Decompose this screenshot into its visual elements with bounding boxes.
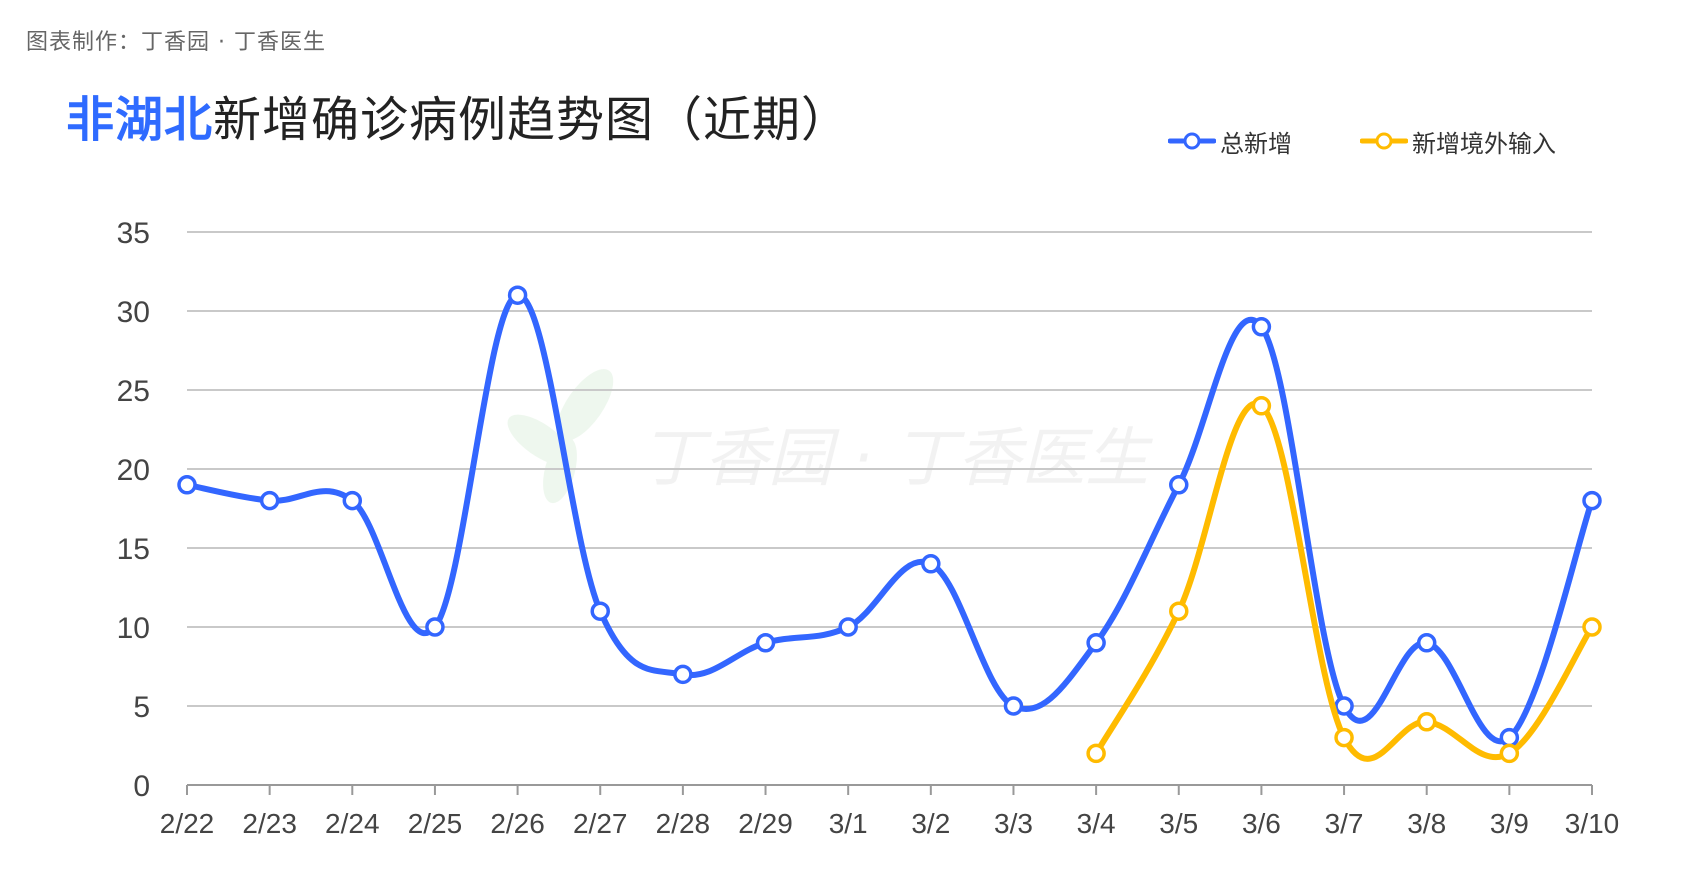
y-tick-label: 5	[133, 691, 150, 724]
x-tick-label: 2/27	[573, 808, 628, 839]
x-tick-label: 3/6	[1242, 808, 1281, 839]
watermark: 丁香园 · 丁香医生	[500, 360, 1153, 506]
y-tick-label: 0	[133, 770, 150, 803]
data-point-series-1	[1088, 635, 1104, 651]
y-tick-label: 15	[117, 533, 150, 566]
data-point-series-1	[1336, 698, 1352, 714]
data-point-series-1	[427, 619, 443, 635]
y-tick-label: 20	[117, 454, 150, 487]
watermark-text: 丁香园 · 丁香医生	[640, 422, 1153, 496]
data-point-series-2	[1419, 714, 1435, 730]
data-point-series-1	[1419, 635, 1435, 651]
x-tick-label: 3/3	[994, 808, 1033, 839]
data-point-series-1	[262, 493, 278, 509]
data-point-series-2	[1584, 619, 1600, 635]
data-point-series-1	[1005, 698, 1021, 714]
data-point-series-1	[510, 287, 526, 303]
y-tick-label: 30	[117, 296, 150, 329]
data-point-series-1	[1253, 319, 1269, 335]
x-tick-label: 3/5	[1159, 808, 1198, 839]
data-point-series-1	[840, 619, 856, 635]
y-tick-label: 10	[117, 612, 150, 645]
series-line-1	[187, 295, 1592, 741]
data-point-series-1	[923, 556, 939, 572]
data-point-series-2	[1501, 745, 1517, 761]
x-tick-label: 3/2	[911, 808, 950, 839]
x-tick-label: 3/7	[1325, 808, 1364, 839]
data-point-series-1	[1501, 730, 1517, 746]
x-tick-label: 2/23	[242, 808, 297, 839]
x-tick-label: 3/9	[1490, 808, 1529, 839]
x-tick-label: 3/4	[1077, 808, 1116, 839]
data-point-series-1	[592, 603, 608, 619]
data-point-series-2	[1171, 603, 1187, 619]
x-tick-label: 3/8	[1407, 808, 1446, 839]
data-point-series-1	[179, 477, 195, 493]
x-tick-label: 3/1	[829, 808, 868, 839]
data-point-series-1	[1171, 477, 1187, 493]
x-tick-label: 2/24	[325, 808, 380, 839]
x-tick-label: 3/10	[1565, 808, 1620, 839]
data-point-series-1	[344, 493, 360, 509]
x-tick-label: 2/25	[408, 808, 463, 839]
data-point-series-1	[758, 635, 774, 651]
data-point-series-1	[675, 666, 691, 682]
data-point-series-2	[1088, 745, 1104, 761]
x-tick-label: 2/22	[160, 808, 215, 839]
data-point-series-2	[1336, 730, 1352, 746]
x-tick-label: 2/28	[656, 808, 711, 839]
x-tick-label: 2/29	[738, 808, 793, 839]
y-tick-label: 35	[117, 217, 150, 250]
data-point-series-1	[1584, 493, 1600, 509]
y-tick-label: 25	[117, 375, 150, 408]
x-tick-label: 2/26	[490, 808, 545, 839]
data-point-series-2	[1253, 398, 1269, 414]
